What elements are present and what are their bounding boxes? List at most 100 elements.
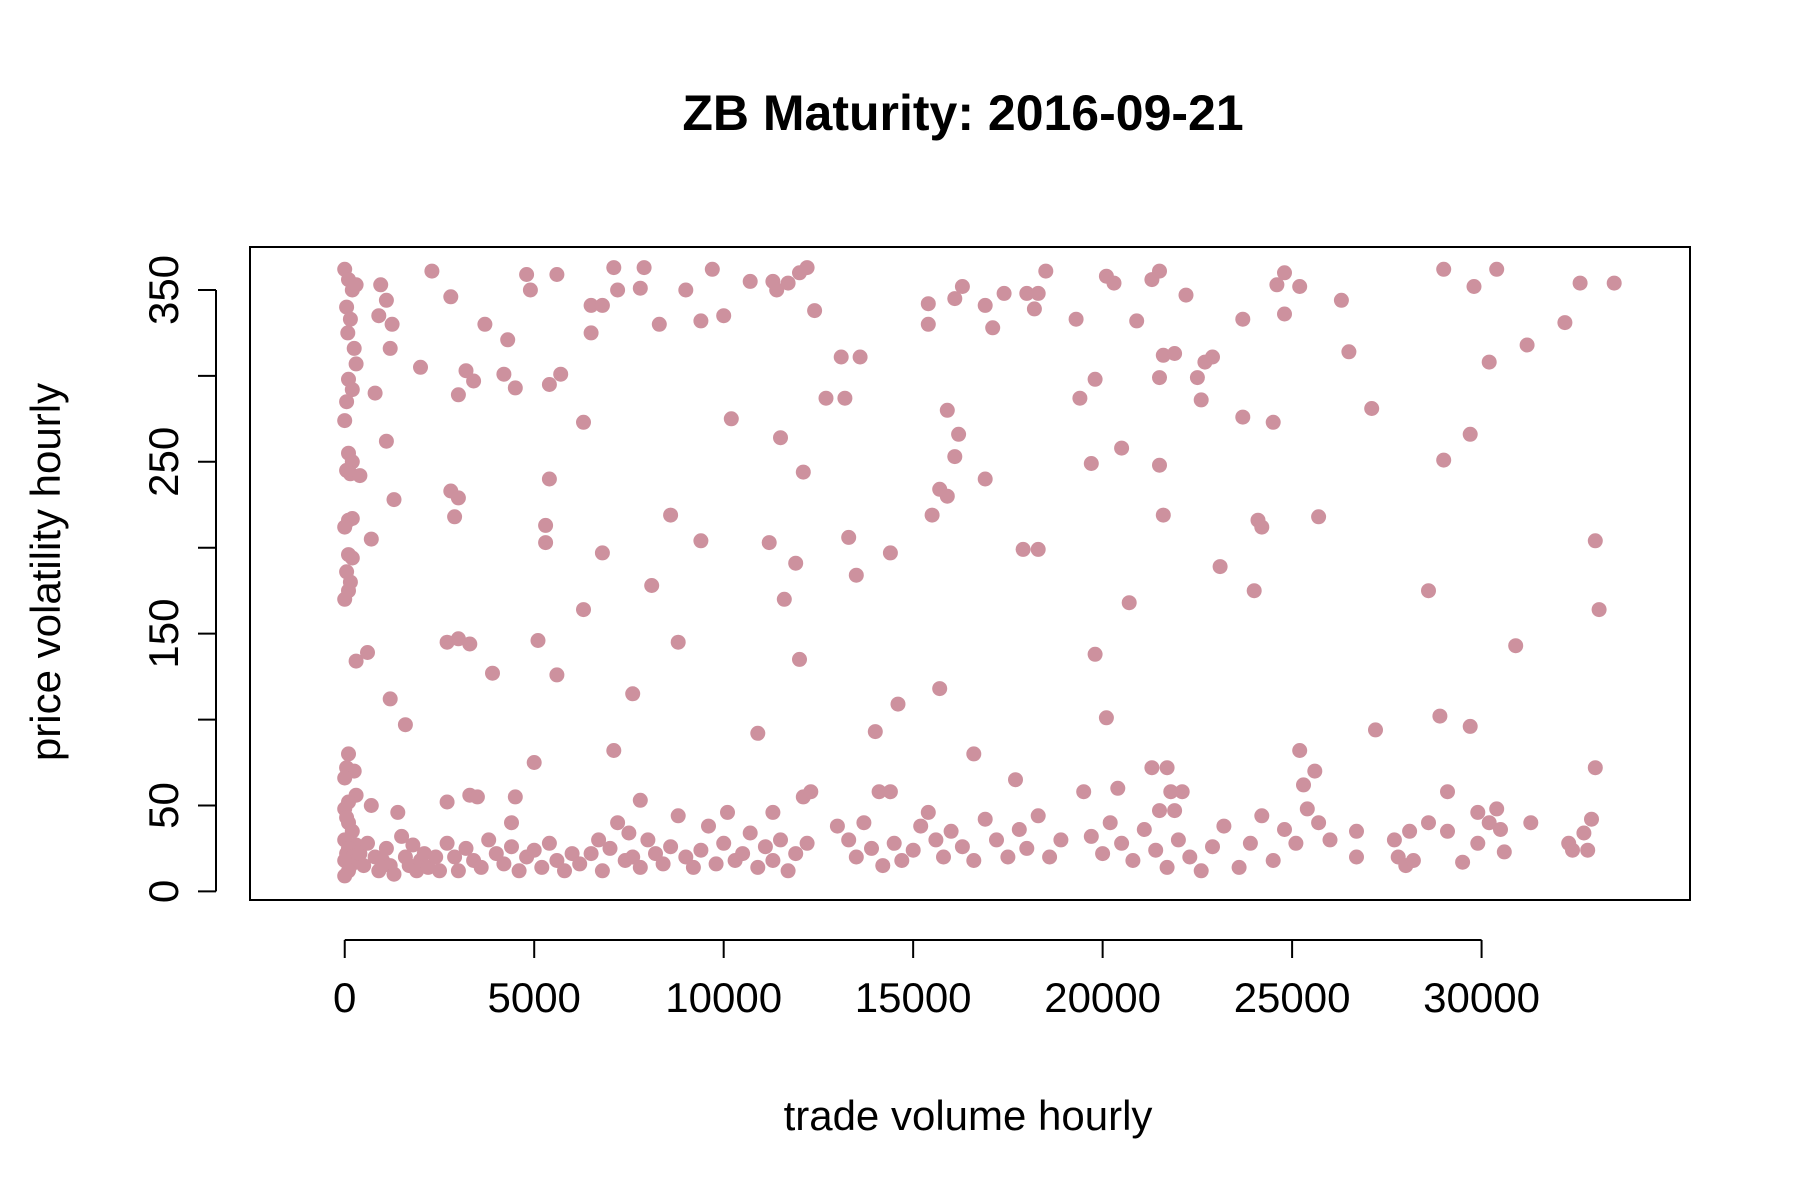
data-point: [576, 602, 591, 618]
data-point: [693, 842, 709, 858]
data-point: [496, 856, 512, 872]
data-point: [360, 645, 375, 660]
data-point: [466, 373, 482, 389]
data-point: [1254, 808, 1270, 824]
data-point: [541, 471, 557, 487]
data-point: [473, 859, 489, 875]
data-point: [985, 320, 1001, 336]
data-point: [905, 842, 921, 858]
data-point: [1212, 559, 1228, 575]
data-point: [360, 835, 375, 851]
data-point: [1470, 804, 1486, 820]
data-point: [871, 784, 887, 800]
data-point: [651, 316, 667, 332]
data-point: [337, 413, 353, 429]
data-point: [477, 316, 493, 332]
data-point: [344, 550, 360, 566]
data-point: [920, 296, 936, 312]
data-point: [583, 297, 599, 313]
data-point: [685, 859, 701, 875]
data-point: [488, 846, 504, 862]
data-point: [485, 665, 500, 681]
data-point: [693, 533, 709, 549]
data-point: [1557, 315, 1573, 331]
data-point: [670, 808, 686, 824]
data-point: [913, 818, 929, 834]
data-point: [761, 535, 777, 551]
data-point: [1011, 822, 1027, 837]
data-point: [773, 832, 788, 848]
data-point: [450, 387, 466, 403]
data-point: [678, 849, 694, 865]
data-point: [716, 835, 732, 851]
data-point: [1405, 853, 1421, 868]
data-point: [373, 277, 389, 293]
data-point: [954, 839, 970, 855]
data-point: [1121, 595, 1137, 611]
data-point: [339, 299, 355, 315]
data-point: [1125, 853, 1141, 868]
x-tick-label: 15000: [855, 974, 972, 1021]
y-tick-label: 250: [140, 427, 187, 497]
data-point: [1170, 832, 1186, 848]
data-point: [1053, 832, 1069, 848]
data-point: [663, 507, 679, 523]
y-tick-label: 350: [140, 255, 187, 325]
data-point: [1311, 815, 1327, 831]
data-point: [1436, 261, 1452, 277]
data-point: [549, 853, 565, 868]
data-point: [875, 858, 891, 874]
data-point: [1265, 853, 1281, 868]
data-point: [394, 828, 410, 844]
data-point: [1163, 784, 1179, 800]
data-point: [837, 390, 853, 406]
data-point: [882, 545, 898, 561]
data-point: [848, 567, 864, 583]
data-point: [371, 308, 387, 324]
data-point: [1167, 346, 1183, 361]
data-point: [1307, 763, 1323, 779]
data-point: [352, 468, 368, 484]
data-point: [795, 464, 811, 480]
data-point: [1591, 602, 1607, 618]
data-point: [1572, 275, 1588, 291]
data-point: [1246, 583, 1262, 599]
data-point: [750, 859, 766, 875]
data-point: [924, 507, 940, 523]
data-point: [1496, 844, 1512, 860]
data-point: [1576, 825, 1592, 841]
data-point: [384, 316, 400, 332]
data-point: [1470, 835, 1486, 851]
data-point: [848, 849, 864, 865]
data-point: [500, 332, 516, 348]
data-point: [348, 277, 364, 293]
data-point: [780, 275, 796, 291]
data-point: [894, 853, 910, 868]
data-point: [432, 863, 447, 879]
data-point: [663, 839, 679, 855]
data-point: [943, 823, 959, 839]
data-point: [1152, 370, 1167, 386]
data-point: [678, 282, 694, 298]
data-point: [339, 394, 355, 410]
data-point: [348, 653, 364, 669]
data-point: [1189, 370, 1205, 386]
data-point: [367, 385, 383, 401]
data-point: [1072, 390, 1088, 406]
data-point: [386, 492, 402, 508]
data-point: [803, 784, 819, 800]
data-point: [765, 853, 781, 868]
data-point: [413, 359, 428, 375]
x-tick-label: 10000: [665, 974, 782, 1021]
data-point: [346, 340, 362, 356]
data-point: [526, 755, 542, 770]
data-point: [1102, 815, 1118, 831]
data-point: [1440, 784, 1455, 800]
data-point: [1030, 285, 1046, 301]
data-point: [864, 840, 879, 856]
data-point: [780, 863, 796, 879]
data-point: [583, 325, 599, 341]
data-point: [648, 846, 663, 862]
data-point: [621, 825, 637, 841]
y-tick-label: 150: [140, 599, 187, 669]
